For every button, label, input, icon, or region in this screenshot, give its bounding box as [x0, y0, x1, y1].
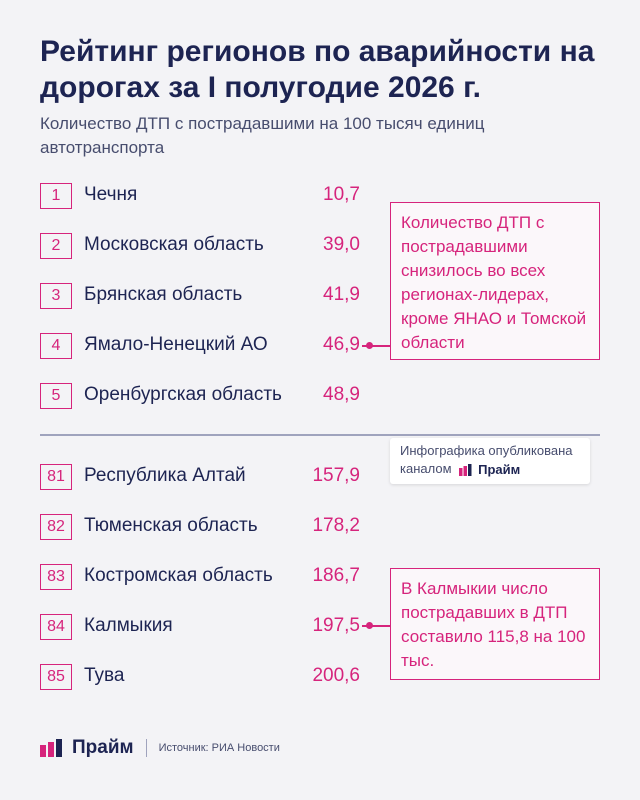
table-row: 3 Брянская область 41,9	[40, 280, 370, 312]
page-title: Рейтинг регионов по аварийности на дорог…	[40, 35, 595, 104]
rank-badge: 81	[40, 464, 72, 490]
callout-connector-top	[362, 345, 390, 347]
page-subtitle: Количество ДТП с пострадавшими на 100 ты…	[40, 114, 485, 157]
rank-badge: 1	[40, 183, 72, 209]
table-row: 81 Республика Алтай 157,9	[40, 461, 370, 493]
rank-badge: 3	[40, 283, 72, 309]
region-name: Московская область	[84, 234, 264, 255]
region-name: Оренбургская область	[84, 384, 282, 405]
accident-rate-value: 48,9	[323, 384, 360, 405]
accident-rate-value: 10,7	[323, 184, 360, 205]
callout-top: Количество ДТП с пострадавшими снизилось…	[390, 202, 600, 360]
callout-bottom: В Калмыкии число пострадавших в ДТП сост…	[390, 568, 600, 680]
region-name: Костромская область	[84, 565, 273, 586]
prime-logo-icon	[40, 739, 62, 757]
accident-rate-value: 200,6	[312, 665, 360, 686]
table-row: 5 Оренбургская область 48,9	[40, 380, 370, 412]
accident-rate-value: 157,9	[312, 465, 360, 486]
table-row: 83 Костромская область 186,7	[40, 561, 370, 593]
footer-separator	[145, 739, 147, 757]
publication-note: Инфографика опубликована каналом Прайм	[390, 438, 590, 484]
table-row: 1 Чечня 10,7	[40, 180, 370, 212]
accident-rate-value: 41,9	[323, 284, 360, 305]
footer: Прайм Источник: РИА Новости	[40, 736, 280, 760]
rank-badge: 84	[40, 614, 72, 640]
section-divider	[40, 434, 600, 436]
publication-note-text: Инфографика опубликована каналом	[400, 443, 573, 476]
rank-badge: 5	[40, 383, 72, 409]
callout-connector-bottom	[362, 625, 390, 627]
table-row: 84 Калмыкия 197,5	[40, 611, 370, 643]
rank-badge: 82	[40, 514, 72, 540]
footer-source: Источник: РИА Новости	[158, 742, 280, 754]
accident-rate-value: 46,9	[323, 334, 360, 355]
table-row: 82 Тюменская область 178,2	[40, 511, 370, 543]
region-name: Брянская область	[84, 284, 243, 305]
rank-badge: 2	[40, 233, 72, 259]
accident-rate-value: 186,7	[312, 565, 360, 586]
table-row: 4 Ямало-Ненецкий АО 46,9	[40, 330, 370, 362]
callout-dot-bottom	[366, 622, 373, 629]
publication-brand: Прайм	[459, 461, 520, 479]
region-name: Республика Алтай	[84, 465, 246, 486]
region-name: Тува	[84, 665, 125, 686]
table-row: 85 Тува 200,6	[40, 661, 370, 693]
rank-badge: 83	[40, 564, 72, 590]
accident-rate-value: 197,5	[312, 615, 360, 636]
region-name: Тюменская область	[84, 515, 258, 536]
region-name: Ямало-Ненецкий АО	[84, 334, 268, 355]
callout-dot-top	[366, 342, 373, 349]
accident-rate-value: 39,0	[323, 234, 360, 255]
prime-logo-icon	[459, 463, 472, 476]
region-name: Чечня	[84, 184, 138, 205]
rank-badge: 85	[40, 664, 72, 690]
region-name: Калмыкия	[84, 615, 173, 636]
publication-brand-name: Прайм	[478, 461, 521, 477]
footer-brand-name: Прайм	[72, 737, 134, 758]
accident-rate-value: 178,2	[312, 515, 360, 536]
table-row: 2 Московская область 39,0	[40, 230, 370, 262]
rank-badge: 4	[40, 333, 72, 359]
